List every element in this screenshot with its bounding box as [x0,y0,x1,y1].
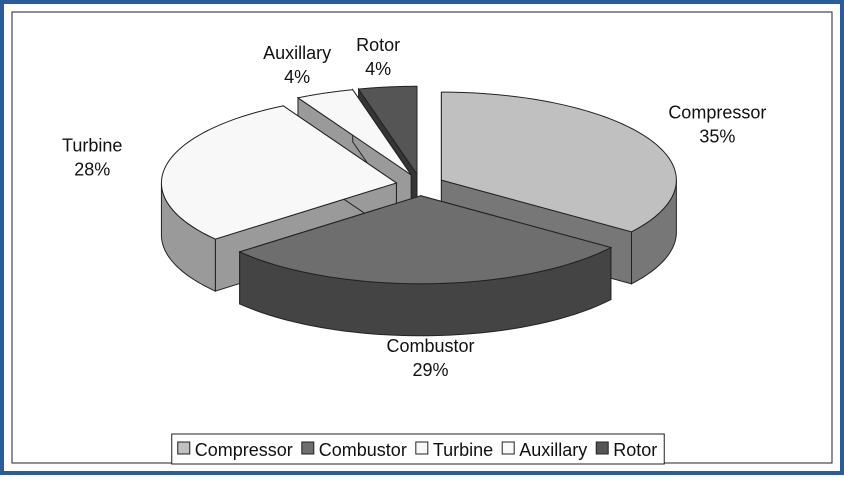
legend-label: Turbine [433,440,493,460]
legend-label: Auxillary [519,440,587,460]
data-label-name: Compressor [668,102,766,122]
data-label-name: Auxillary [263,43,331,63]
legend-swatch [595,441,609,455]
data-label: 35% [699,126,735,146]
legend-swatch [177,441,191,455]
legend-label: Combustor [319,440,407,460]
slice-top [440,91,677,233]
data-label: 4% [284,67,310,87]
data-label-name: Turbine [62,136,122,156]
pie-slice [238,195,613,337]
legend-label: Rotor [613,440,657,460]
data-label: 28% [74,160,110,180]
legend-swatch [301,441,315,455]
slice-top [357,85,418,176]
legend-label: Compressor [195,440,293,460]
data-label-name: Rotor [356,35,400,55]
data-label: 4% [365,59,391,79]
data-label: 29% [412,360,448,380]
slice-top [296,89,412,176]
legend: Compressor Combustor Turbine Auxillary Rotor [171,433,665,465]
slice-top [238,195,613,285]
legend-swatch [415,441,429,455]
legend-swatch [501,441,515,455]
slice-top [160,105,398,240]
data-label-name: Combustor [386,336,474,356]
pie: Rotor 4% Auxillary 4% Compressor 35% Turbine 28… [62,35,766,380]
